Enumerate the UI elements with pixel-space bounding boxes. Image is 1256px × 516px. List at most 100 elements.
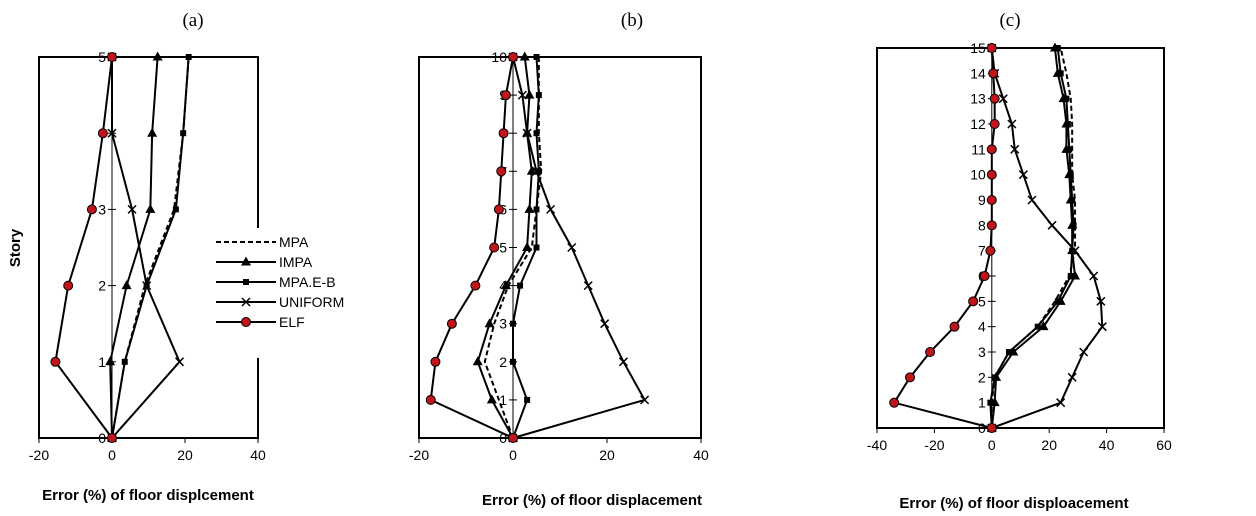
x-axis-label: Error (%) of floor displcement (42, 487, 254, 504)
x-axis-label: Error (%) of floor disploacement (899, 495, 1128, 512)
data-point-uniform (1079, 347, 1089, 357)
legend-background (212, 228, 268, 358)
data-point-uniform (1018, 170, 1028, 180)
series-line-elf (892, 47, 996, 429)
data-point-impa (145, 203, 156, 213)
y-tick-label: 10 (970, 167, 986, 183)
data-point-uniform (517, 90, 527, 100)
data-point-mpa-e-b (535, 92, 542, 99)
y-tick-label: 13 (970, 91, 986, 107)
panel-c: -40-2002040600123456789101112131415(c)Er… (867, 10, 1172, 512)
data-point-uniform (531, 166, 542, 176)
x-tick-label: -20 (29, 447, 49, 463)
series-line-elf (54, 56, 113, 439)
legend: MPA IMPA MPA.E-B UNIFORM ELF (212, 228, 344, 358)
y-tick-label: 8 (978, 217, 986, 233)
data-point-uniform (600, 319, 610, 329)
data-point-mpa-e-b (1067, 273, 1074, 279)
plot-frame (418, 56, 702, 439)
data-point-mpa-e-b (533, 206, 540, 213)
y-tick-label: 10 (491, 49, 507, 65)
panel-title: (c) (999, 10, 1020, 31)
y-tick-label: 5 (98, 49, 106, 65)
x-tick-label: 0 (988, 437, 996, 453)
y-tick-label: 0 (98, 430, 106, 446)
series-line-impa (109, 56, 159, 439)
data-point-elf (986, 169, 997, 180)
data-point-elf (508, 52, 518, 62)
data-point-uniform (142, 281, 152, 291)
panel-a: -2002040012345(a)Error (%) of floor disp… (7, 10, 266, 504)
data-point-elf (989, 93, 1000, 104)
data-point-elf (986, 195, 997, 205)
data-point-mpa-e-b (1054, 45, 1061, 51)
data-point-uniform (1097, 322, 1107, 332)
data-point-uniform (583, 281, 593, 291)
series-line-uniform (111, 57, 181, 439)
y-tick-label: 11 (971, 141, 986, 157)
y-tick-label: 9 (978, 192, 986, 208)
y-tick-label: 1 (98, 354, 106, 370)
y-tick-label: 4 (978, 319, 986, 335)
data-point-elf (988, 68, 999, 79)
data-point-elf (498, 128, 509, 139)
data-point-elf (97, 128, 108, 139)
data-point-impa (522, 242, 533, 251)
data-point-uniform (127, 204, 137, 214)
x-tick-label: 20 (599, 447, 615, 463)
x-tick-label: -20 (924, 437, 944, 453)
data-point-uniform (1027, 195, 1037, 205)
data-point-uniform (1070, 246, 1080, 256)
x-tick-label: 60 (1156, 437, 1172, 453)
data-point-elf (50, 356, 61, 367)
data-point-mpa-e-b (524, 396, 531, 403)
y-tick-label: 2 (978, 369, 986, 385)
data-point-mpa-e-b (185, 54, 192, 60)
data-point-mpa-e-b (510, 320, 516, 327)
x-tick-label: 40 (250, 447, 266, 463)
data-point-elf (500, 90, 511, 101)
y-tick-label: 3 (499, 316, 507, 332)
series-line-uniform (990, 47, 1104, 429)
data-point-uniform (1007, 119, 1017, 129)
panel-title: (b) (621, 10, 643, 31)
data-point-elf (508, 433, 518, 443)
data-point-impa (472, 356, 483, 366)
data-point-mpa-e-b (180, 130, 187, 137)
data-point-mpa-e-b (1070, 222, 1077, 229)
series-line-uniform (512, 56, 647, 439)
x-tick-label: 20 (177, 447, 193, 463)
data-point-uniform (1089, 271, 1099, 281)
data-point-elf (446, 318, 457, 329)
legend-label-mpa-e-b: MPA.E-B (279, 274, 336, 290)
data-point-mpa-e-b (533, 244, 540, 251)
x-tick-label: -40 (867, 437, 887, 453)
x-tick-label: 0 (108, 447, 116, 463)
data-point-mpa-e-b (1054, 298, 1061, 305)
data-point-mpa-e-b (510, 358, 516, 365)
data-point-mpa-e-b (991, 374, 998, 381)
data-point-mpa-e-b (1067, 171, 1074, 178)
data-point-impa (1038, 321, 1049, 331)
data-point-mpa-e-b (1034, 323, 1041, 330)
x-tick-label: 40 (693, 447, 709, 463)
data-point-elf (986, 144, 997, 155)
series-line-mpa-e-b (111, 56, 190, 439)
data-point-uniform (640, 395, 650, 405)
data-point-impa (105, 356, 116, 366)
data-point-uniform (546, 204, 556, 214)
data-point-uniform (522, 128, 532, 138)
data-point-elf (493, 204, 504, 215)
panel-title: (a) (182, 10, 203, 31)
x-tick-label: 20 (1041, 437, 1057, 453)
legend-label-elf: ELF (279, 314, 305, 330)
data-point-elf (107, 52, 117, 62)
y-tick-label: 7 (978, 243, 986, 259)
data-point-mpa-e-b (1069, 197, 1076, 203)
data-point-impa (484, 318, 495, 328)
data-point-mpa-e-b (121, 358, 128, 365)
legend-marker-uniform (241, 297, 251, 307)
data-point-uniform (107, 128, 117, 138)
y-tick-label: 3 (98, 201, 106, 217)
data-point-elf (496, 166, 507, 177)
